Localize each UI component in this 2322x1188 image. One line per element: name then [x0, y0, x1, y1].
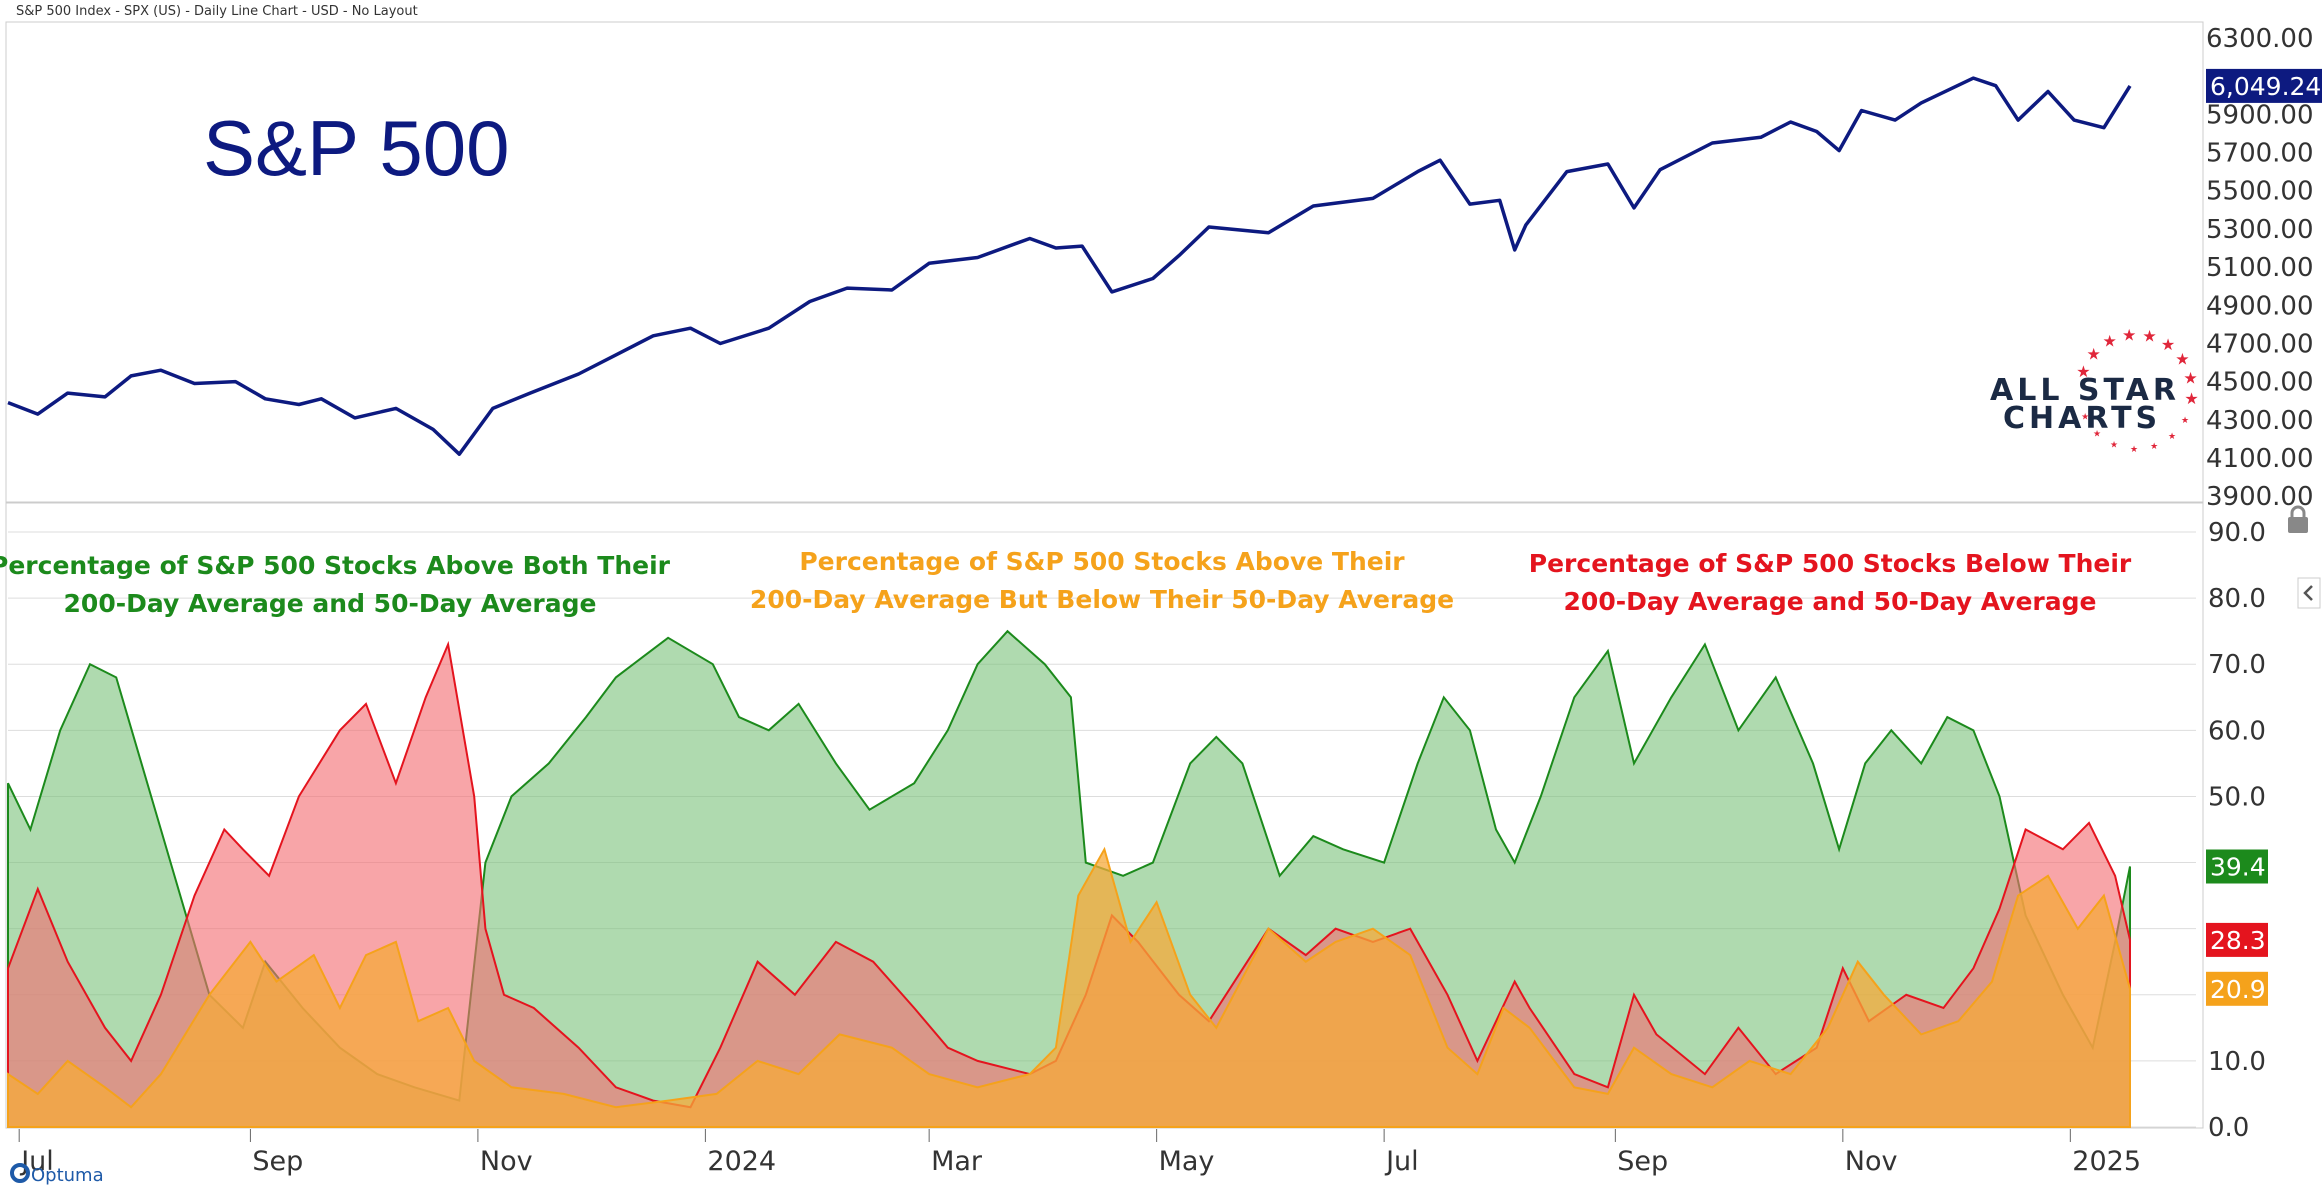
spx-panel-frame: [5, 21, 2204, 503]
x-tick-label: Jul: [19, 1146, 54, 1177]
x-tick-label: Nov: [1845, 1146, 1898, 1177]
red-label-line-1: Percentage of S&P 500 Stocks Below Their: [1529, 549, 2132, 578]
spx-title: S&P 500: [203, 104, 509, 192]
breadth-panel: 90.0 80.0 70.0 60.0 50.0 10.0 0.0 Jul Sep Nov 202…: [0, 502, 2268, 1177]
logo-star: ★: [2150, 442, 2158, 452]
logo-star: ★: [2122, 325, 2136, 344]
logo-star: ★: [2168, 432, 2176, 442]
spx-price-line: [7, 76, 2132, 456]
lock-icon[interactable]: [2288, 505, 2308, 533]
spx-y-tick: 5700.00: [2206, 139, 2314, 169]
x-axis: Jul Sep Nov 2024 Mar May Jul Sep Nov 2025: [18, 1129, 2141, 1177]
logo-star: ★: [2161, 335, 2175, 354]
series-green-last-box: [2206, 849, 2268, 884]
red-label-line-2: 200-Day Average and 50-Day Average: [1564, 587, 2097, 616]
spx-last-value-tag: 6,049.24: [2206, 68, 2322, 103]
x-tick-label: Nov: [480, 1146, 533, 1177]
spx-last-value-box: [2206, 68, 2322, 103]
chevron-left-icon[interactable]: [2297, 577, 2321, 609]
x-tick-label: May: [1159, 1146, 1215, 1177]
green-series-label: Percentage of S&P 500 Stocks Above Both …: [0, 551, 671, 618]
series-red-last-box: [2206, 922, 2268, 957]
breadth-y-tick: 70.0: [2208, 650, 2266, 680]
spx-y-tick: 4700.00: [2206, 329, 2314, 359]
chart-header-caption: S&P 500 Index - SPX (US) - Daily Line Ch…: [16, 4, 418, 19]
breadth-last-value-tags: 39.4 28.3 20.9: [2206, 849, 2268, 1006]
logo-line-2: CHARTS: [2003, 401, 2161, 436]
spx-y-tick: 5500.00: [2206, 177, 2314, 207]
breadth-y-tick: 0.0: [2208, 1113, 2249, 1143]
spx-y-axis: 6300.00 5900.00 5700.00 5500.00 5300.00 5100.…: [2206, 24, 2314, 512]
spx-last-value-label: 6,049.24: [2210, 72, 2321, 101]
all-star-charts-logo: ALL STAR CHARTS ★★★ ★ ★ ★★★★★★★★★★★: [1990, 325, 2199, 455]
breadth-y-tick: 90.0: [2208, 518, 2266, 548]
logo-star: ★: [2175, 350, 2189, 369]
logo-star: ★: [2103, 332, 2117, 351]
orange-label-line-1: Percentage of S&P 500 Stocks Above Their: [799, 547, 1405, 576]
logo-star: ★: [2087, 344, 2101, 363]
series-green-last-label: 39.4: [2210, 853, 2266, 882]
optuma-logo-icon: [10, 1163, 30, 1183]
logo-star-ring: ★★★ ★ ★ ★★★★★★★★★★★: [2076, 325, 2198, 455]
x-tick-label: Jul: [1384, 1146, 1419, 1177]
breadth-y-axis: 90.0 80.0 70.0 60.0 50.0 10.0 0.0: [2208, 518, 2266, 1143]
orange-label-line-2: 200-Day Average But Below Their 50-Day A…: [750, 585, 1454, 614]
green-label-line-2: 200-Day Average and 50-Day Average: [64, 589, 597, 618]
logo-star: ★: [2183, 368, 2197, 387]
optuma-brand-name: Optuma: [31, 1165, 104, 1186]
logo-line-1: ALL STAR: [1990, 373, 2180, 408]
spx-y-tick: 6300.00: [2206, 24, 2314, 54]
series-orange-area: [7, 846, 2131, 1128]
logo-star: ★: [2110, 441, 2118, 451]
breadth-y-tick: 50.0: [2208, 782, 2266, 812]
x-tick-label: Sep: [1617, 1146, 1668, 1177]
series-red-last-label: 28.3: [2210, 926, 2266, 955]
logo-star: ★: [2130, 445, 2138, 455]
series-orange-last-box: [2206, 971, 2268, 1006]
orange-series-label: Percentage of S&P 500 Stocks Above Their…: [750, 547, 1454, 614]
spx-y-tick: 4900.00: [2206, 291, 2314, 321]
logo-star: ★: [2076, 362, 2090, 381]
logo-star: ★: [2081, 413, 2089, 423]
spx-y-tick: 5300.00: [2206, 215, 2314, 245]
x-tick-label: Sep: [252, 1146, 303, 1177]
spx-y-tick: 5900.00: [2206, 100, 2314, 130]
spx-y-tick: 4300.00: [2206, 406, 2314, 436]
breadth-y-tick: 60.0: [2208, 716, 2266, 746]
spx-panel: 6300.00 5900.00 5700.00 5500.00 5300.00 5100.…: [5, 21, 2322, 512]
spx-y-tick: 4100.00: [2206, 444, 2314, 474]
breadth-y-tick: 10.0: [2208, 1047, 2266, 1077]
logo-star: ★: [2142, 327, 2156, 346]
x-tick-label: 2025: [2072, 1146, 2141, 1177]
logo-star: ★: [2184, 389, 2198, 408]
logo-star: ★: [2093, 429, 2101, 439]
spx-y-tick: 5100.00: [2206, 253, 2314, 283]
optuma-brand: Optuma: [10, 1163, 104, 1186]
green-label-line-1: Percentage of S&P 500 Stocks Above Both …: [0, 551, 671, 580]
logo-star: ★: [2181, 416, 2189, 426]
x-tick-label: 2024: [707, 1146, 776, 1177]
red-series-label: Percentage of S&P 500 Stocks Below Their…: [1529, 549, 2132, 616]
series-orange-last-label: 20.9: [2210, 975, 2266, 1004]
breadth-y-tick: 80.0: [2208, 584, 2266, 614]
x-tick-label: Mar: [931, 1146, 983, 1177]
spx-y-tick: 4500.00: [2206, 368, 2314, 398]
